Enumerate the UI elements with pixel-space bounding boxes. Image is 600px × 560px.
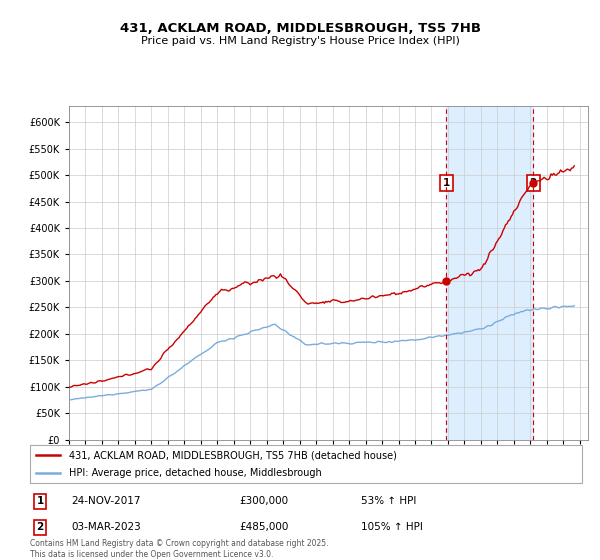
Text: 105% ↑ HPI: 105% ↑ HPI [361,522,423,533]
Text: 03-MAR-2023: 03-MAR-2023 [71,522,141,533]
Text: 1: 1 [443,178,450,188]
Text: 2: 2 [37,522,44,533]
Text: 431, ACKLAM ROAD, MIDDLESBROUGH, TS5 7HB: 431, ACKLAM ROAD, MIDDLESBROUGH, TS5 7HB [119,22,481,35]
Text: Price paid vs. HM Land Registry's House Price Index (HPI): Price paid vs. HM Land Registry's House … [140,36,460,46]
Text: £485,000: £485,000 [240,522,289,533]
Text: 53% ↑ HPI: 53% ↑ HPI [361,496,416,506]
Text: HPI: Average price, detached house, Middlesbrough: HPI: Average price, detached house, Midd… [68,468,322,478]
Bar [446,106,533,440]
FancyBboxPatch shape [30,445,582,483]
Text: 2: 2 [530,178,537,188]
Text: 24-NOV-2017: 24-NOV-2017 [71,496,141,506]
Text: £300,000: £300,000 [240,496,289,506]
Text: Contains HM Land Registry data © Crown copyright and database right 2025.
This d: Contains HM Land Registry data © Crown c… [30,539,329,559]
Text: 431, ACKLAM ROAD, MIDDLESBROUGH, TS5 7HB (detached house): 431, ACKLAM ROAD, MIDDLESBROUGH, TS5 7HB… [68,450,397,460]
Text: 1: 1 [37,496,44,506]
